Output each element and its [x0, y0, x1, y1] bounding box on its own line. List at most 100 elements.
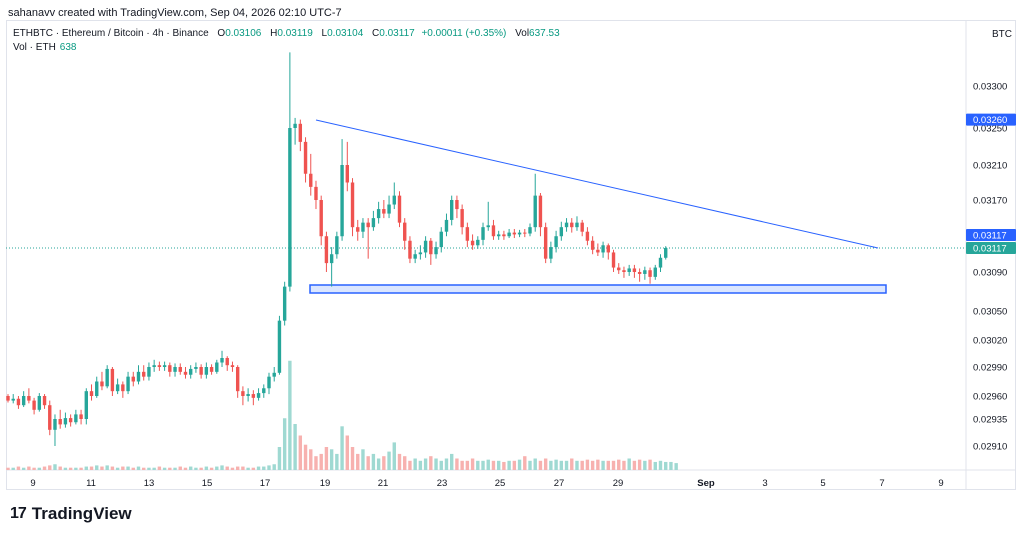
- candle-body: [444, 219, 449, 232]
- volume-bar: [596, 459, 600, 470]
- volume-bar: [256, 466, 261, 470]
- volume-bar: [100, 466, 104, 470]
- y-tick-label: 0.03210: [973, 161, 1007, 172]
- candle-body: [262, 388, 266, 394]
- x-tick-label: 23: [437, 478, 448, 489]
- open-value: 0.03106: [225, 28, 262, 39]
- candle-body: [611, 252, 616, 268]
- candle-body: [241, 391, 245, 396]
- volume-bar: [533, 458, 537, 470]
- chart-credit: sahanavv created with TradingView.com, S…: [8, 7, 342, 19]
- volume-bar: [168, 467, 172, 470]
- volume-bar: [6, 467, 10, 470]
- volume-bar: [664, 461, 668, 470]
- volume-label: Vol: [515, 28, 530, 39]
- symbol-label[interactable]: ETHBTC · Ethereum / Bitcoin · 4h · Binan…: [13, 28, 209, 39]
- volume-bar: [580, 460, 584, 470]
- candle-body: [397, 195, 402, 223]
- candle-body: [115, 384, 120, 392]
- tradingview-logo-icon: 17: [10, 505, 27, 522]
- candle-body: [403, 222, 407, 241]
- volume-bar: [220, 465, 224, 470]
- candle-body: [512, 232, 517, 235]
- candle-body: [564, 222, 569, 228]
- volume-bar: [63, 467, 68, 470]
- volume-bar: [392, 442, 396, 470]
- high-value: 0.03119: [277, 28, 313, 39]
- candle-body: [32, 400, 36, 410]
- volume-bar: [246, 467, 250, 470]
- candle-body: [126, 376, 130, 392]
- y-tick-label: 0.03250: [973, 124, 1007, 135]
- candle-body: [429, 240, 433, 255]
- volume-bar: [637, 459, 642, 470]
- candle-body: [79, 414, 83, 419]
- candle-body: [225, 358, 229, 366]
- y-tick-label: 0.02935: [973, 415, 1007, 426]
- x-tick-label: 7: [879, 478, 884, 489]
- candle-body: [204, 367, 209, 375]
- candle-body: [361, 222, 365, 232]
- x-tick-label: 9: [938, 478, 943, 489]
- candle-body: [606, 245, 610, 253]
- volume-bar: [162, 467, 167, 470]
- x-tick-label: 3: [762, 478, 767, 489]
- volume-bar: [183, 467, 188, 470]
- volume-bar: [517, 459, 522, 470]
- volume-bar: [11, 467, 15, 470]
- volume-bar: [523, 456, 527, 470]
- currency-label: BTC: [992, 29, 1012, 40]
- y-tick-label: 0.03170: [973, 196, 1007, 207]
- volume-value: 637.53: [529, 28, 560, 39]
- tradingview-logo[interactable]: 17 TradingView: [10, 504, 132, 524]
- volume-bar: [209, 467, 214, 470]
- candle-body: [105, 368, 109, 387]
- candle-body: [575, 222, 579, 228]
- x-tick-label: 27: [554, 478, 565, 489]
- volume-bar: [105, 465, 109, 470]
- volume-bar: [298, 435, 303, 470]
- candle-body: [371, 218, 376, 228]
- candle-body: [11, 398, 15, 401]
- candle-body: [528, 227, 532, 234]
- candle-body: [42, 396, 47, 406]
- volume-bar: [324, 447, 329, 470]
- volume-bar: [632, 460, 637, 470]
- candle-body: [350, 182, 355, 228]
- y-tick-label: 0.03090: [973, 268, 1007, 279]
- volume-bar: [147, 467, 151, 470]
- candle-body: [194, 367, 198, 369]
- volume-bar: [136, 466, 141, 470]
- candle-body: [590, 240, 595, 250]
- candle-body: [272, 372, 276, 377]
- volume-bar: [570, 458, 574, 470]
- candle-body: [89, 391, 94, 396]
- candle-body: [648, 270, 652, 277]
- volume-bar: [403, 456, 407, 470]
- candle-body: [470, 240, 475, 246]
- candle-body: [382, 209, 386, 214]
- volume-bar: [68, 467, 73, 470]
- volume-bar: [371, 453, 376, 470]
- volume-bar: [538, 460, 543, 470]
- volume-bar: [204, 466, 209, 470]
- candle-body: [209, 367, 214, 372]
- volume-bar: [32, 467, 36, 470]
- candle-body: [251, 394, 256, 398]
- volume-bar: [303, 444, 308, 470]
- open-label: O: [217, 28, 226, 39]
- volume-bar: [84, 466, 88, 470]
- support-zone: [309, 284, 887, 294]
- candle-body: [476, 239, 480, 246]
- volume-bar: [559, 460, 564, 470]
- volume-bar: [48, 465, 52, 470]
- candle-body: [491, 225, 496, 237]
- candle-body: [110, 368, 115, 392]
- candle-body: [413, 254, 417, 259]
- volume-bar: [669, 461, 673, 470]
- volume-bar: [42, 466, 47, 470]
- candle-body: [549, 247, 553, 259]
- volume-bar: [21, 467, 26, 470]
- volume-bar: [575, 460, 579, 470]
